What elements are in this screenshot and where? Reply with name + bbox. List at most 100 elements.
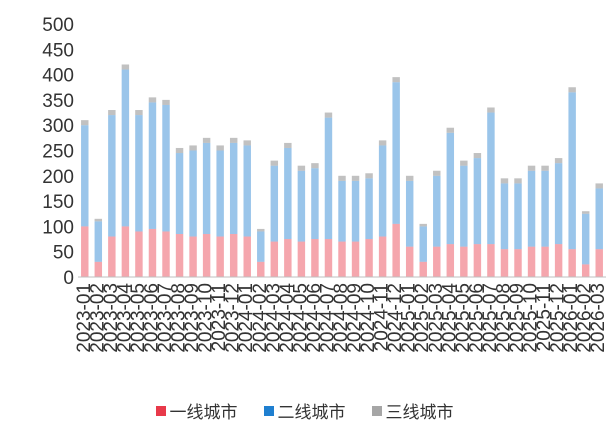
- bar-segment-2: [94, 221, 103, 262]
- bar-segment-2: [324, 117, 333, 240]
- x-tick-label: 2023-08: [169, 283, 190, 353]
- bar-segment-1: [338, 241, 346, 277]
- bar-segment-2: [297, 170, 306, 242]
- x-tick-label: 2025-10: [521, 283, 542, 353]
- bar-segment-3: [473, 153, 482, 159]
- bar-segment-2: [460, 165, 468, 247]
- x-tick-label: 2025-04: [439, 283, 460, 353]
- bar-segment-1: [189, 236, 197, 277]
- bar-segment-3: [392, 77, 400, 83]
- legend: 一线城市 二线城市 三线城市: [0, 398, 609, 423]
- bar-segment-1: [405, 246, 414, 277]
- bar-segment-3: [270, 160, 279, 166]
- bar-segment-2: [365, 178, 373, 240]
- bars-area: [81, 64, 603, 277]
- y-axis: 0 50 100 150 200 250 300 350 400 450 500: [42, 15, 74, 289]
- x-tick-label: 2025-02: [412, 283, 433, 353]
- y-tick-label: 400: [42, 66, 74, 87]
- bar-segment-1: [311, 239, 319, 277]
- bar-segment-2: [433, 175, 441, 247]
- bar-segment-3: [595, 183, 603, 189]
- bar-segment-3: [460, 160, 468, 166]
- bar-segment-2: [487, 112, 495, 245]
- x-tick-label: 2023-04: [114, 283, 135, 353]
- bar-segment-2: [135, 115, 143, 232]
- bar-segment-3: [175, 147, 184, 154]
- bar-segment-3: [94, 218, 103, 222]
- bar-segment-3: [419, 223, 427, 227]
- bar-segment-1: [581, 264, 590, 277]
- legend-label-tier3: 三线城市: [385, 403, 454, 423]
- bar-segment-2: [175, 153, 184, 234]
- bar-segment-3: [365, 173, 373, 179]
- bar-segment-2: [351, 180, 360, 242]
- bar-segment-2: [595, 188, 603, 250]
- y-tick-label: 100: [42, 217, 74, 238]
- bar-segment-1: [121, 226, 130, 277]
- x-tick-label: 2024-12: [385, 283, 406, 353]
- bar-segment-1: [243, 236, 251, 277]
- bar-segment-2: [311, 168, 319, 240]
- bar-segment-2: [500, 183, 509, 250]
- bar-segment-1: [216, 236, 224, 277]
- x-tick-label: 2024-03: [263, 283, 284, 353]
- bar-segment-3: [541, 165, 549, 171]
- bar-segment-1: [473, 244, 482, 277]
- bar-segment-1: [81, 226, 89, 277]
- bar-segment-3: [324, 112, 333, 118]
- x-tick-label: 2023-07: [155, 283, 176, 353]
- bar-segment-3: [446, 127, 455, 133]
- legend-label-tier2: 二线城市: [277, 403, 346, 423]
- x-tick-label: 2023-09: [182, 283, 203, 353]
- bar-segment-1: [94, 261, 103, 277]
- bar-segment-1: [351, 241, 360, 277]
- bar-segment-2: [527, 170, 536, 247]
- y-tick-label: 300: [42, 116, 74, 137]
- x-tick-label: 2025-08: [493, 283, 514, 353]
- x-tick-label: 2024-06: [304, 283, 325, 353]
- bar-segment-1: [419, 261, 427, 277]
- bar-segment-3: [297, 165, 306, 171]
- bar-segment-2: [581, 213, 590, 265]
- bar-segment-1: [229, 233, 238, 277]
- legend-swatch-tier2: [263, 405, 274, 416]
- x-tick-label: 2023-10: [196, 283, 217, 353]
- x-tick-label: 2025-01: [399, 283, 420, 353]
- x-tick-label: 2024-05: [290, 283, 311, 353]
- bar-segment-1: [554, 244, 563, 277]
- bar-segment-2: [378, 145, 387, 237]
- bar-segment-1: [568, 249, 576, 277]
- bar-segment-2: [189, 150, 197, 237]
- bar-segment-1: [108, 236, 116, 277]
- legend-swatch-tier3: [371, 405, 382, 416]
- legend-swatch-tier1: [155, 405, 166, 416]
- y-tick-label: 150: [42, 192, 74, 213]
- legend-item-tier3: 三线城市: [371, 398, 454, 423]
- x-tick-label: 2026-01: [561, 283, 582, 353]
- bar-segment-3: [243, 140, 251, 146]
- bar-segment-3: [581, 211, 590, 214]
- bar-segment-3: [121, 64, 130, 70]
- x-tick-label: 2024-10: [358, 283, 379, 353]
- x-axis: 2023-012023-022023-032023-042023-052023-…: [74, 283, 609, 353]
- bar-segment-2: [270, 165, 279, 242]
- legend-item-tier1: 一线城市: [155, 398, 238, 423]
- bar-segment-1: [284, 239, 292, 277]
- bar-segment-2: [473, 158, 482, 245]
- bar-segment-2: [162, 104, 170, 232]
- bar-segment-2: [121, 69, 130, 227]
- bar-segment-1: [365, 239, 373, 277]
- y-tick-label: 0: [63, 268, 74, 289]
- y-tick-label: 500: [42, 15, 74, 36]
- bar-segment-3: [500, 178, 509, 184]
- bar-segment-2: [514, 183, 522, 250]
- bar-segment-1: [392, 223, 400, 277]
- bar-segment-2: [284, 147, 292, 240]
- x-tick-label: 2025-03: [426, 283, 447, 353]
- bar-segment-2: [419, 226, 427, 262]
- x-tick-label: 2024-01: [236, 283, 257, 353]
- bar-segment-1: [257, 261, 265, 277]
- x-tick-label: 2025-06: [466, 283, 487, 353]
- x-tick-label: 2024-02: [250, 283, 271, 353]
